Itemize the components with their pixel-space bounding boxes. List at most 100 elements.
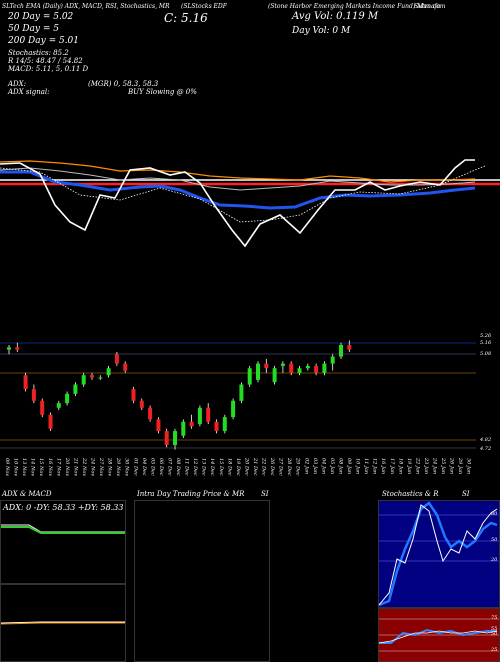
- date-tick-label: 20 Dec: [243, 457, 249, 476]
- price-tick-3: 5.08: [480, 351, 492, 357]
- stoch-tick-20: 20: [491, 557, 498, 563]
- candle-body: [339, 344, 343, 357]
- date-tick-label: 19 Jan: [406, 458, 412, 474]
- candle-body: [7, 347, 11, 350]
- ema-50-line: [0, 167, 476, 191]
- rsi-tick-50: 50: [491, 631, 498, 637]
- date-tick-label: 26 Dec: [269, 457, 275, 476]
- stoch-d-line: [379, 504, 498, 606]
- candle-body: [189, 421, 194, 427]
- candle-body: [90, 375, 94, 378]
- date-tick-label: 01 Dec: [132, 458, 138, 476]
- candle-body: [330, 356, 335, 364]
- macd-label: MACD: 5.11, 5, 0.11 D: [8, 65, 89, 73]
- date-axis: 09 Nov 10 Nov 13 Nov 14 Nov 15 Nov 16 Nov 17 N…: [4, 457, 472, 476]
- date-tick-label: 17 Nov: [55, 458, 61, 476]
- macd-signal-line: [1, 622, 125, 625]
- date-tick-label: 30 Jan: [466, 458, 472, 474]
- rsi-panel: 75 50 25 55: [378, 608, 500, 662]
- ema200-label: 200 Day = 5.01: [8, 36, 80, 46]
- day-vol-label: Day Vol: 0 M: [292, 26, 351, 36]
- date-tick-label: 12 Jan: [372, 458, 378, 474]
- date-tick-label: 14 Nov: [30, 458, 36, 476]
- date-tick-label: 22 Nov: [81, 457, 87, 476]
- date-tick-label: 19 Dec: [235, 458, 241, 476]
- avg-vol-label: Avg Vol: 0.119 M: [292, 11, 379, 22]
- price-area: [0, 340, 476, 450]
- header-site: Sutra.com: [414, 3, 446, 10]
- adx-plus-line: [1, 526, 125, 534]
- stoch-k-line: [379, 501, 498, 607]
- candle-body: [173, 431, 177, 446]
- date-tick-label: 27 Nov: [98, 457, 104, 476]
- date-tick-label: 22 Jan: [414, 457, 420, 474]
- candle-body: [56, 403, 61, 408]
- date-tick-label: 28 Nov: [107, 457, 113, 476]
- price-line-white: [0, 159, 475, 248]
- date-tick-label: 23 Jan: [423, 457, 429, 474]
- date-tick-label: 15 Dec: [218, 458, 224, 476]
- candle-body: [264, 363, 269, 369]
- header-line1-left: SLTech EMA (Daily) ADX, MACD, R: [2, 3, 111, 10]
- ema-200-line: [0, 160, 476, 183]
- date-tick-label: 02 Jan: [303, 458, 309, 474]
- candle-body: [322, 363, 327, 373]
- buy-signal-label: BUY Slowing @ 0%: [128, 88, 197, 96]
- price-tick-5: 4.72: [480, 446, 492, 452]
- date-tick-label: 13 Nov: [21, 458, 27, 476]
- date-tick-label: 25 Jan: [440, 457, 446, 474]
- stoch-label: Stochastics: 85.2: [8, 49, 69, 57]
- candle-body: [81, 375, 86, 385]
- date-tick-label: 16 Jan: [380, 458, 386, 474]
- date-tick-label: 24 Jan: [432, 457, 438, 474]
- candle-body: [40, 400, 45, 415]
- ema50-label: 50 Day = 5: [8, 24, 59, 34]
- date-tick-label: 08 Jan: [337, 458, 343, 474]
- candle-body: [222, 417, 227, 432]
- price-tick-4: 4.82: [480, 437, 492, 443]
- ema-overlay-area: [0, 159, 500, 248]
- close-price-label: C: 5.16: [164, 11, 208, 25]
- adx-panel-title: ADX & MACD: [2, 490, 52, 498]
- candle-body: [297, 368, 302, 373]
- date-tick-label: 08 Dec: [175, 458, 181, 476]
- intraday-panel-title: Intra Day Trading Price & MR: [137, 490, 245, 498]
- date-tick-label: 18 Jan: [397, 458, 403, 474]
- stoch-si-label: SI: [462, 490, 470, 498]
- candle-body: [23, 375, 28, 390]
- candle-body: [256, 363, 260, 380]
- date-tick-label: 05 Jan: [329, 458, 335, 474]
- candle-body: [114, 354, 119, 364]
- rsi-current-value: 55: [491, 626, 498, 632]
- candle-body: [123, 363, 128, 371]
- date-tick-label: 21 Dec: [252, 457, 258, 476]
- date-tick-label: 24 Nov: [90, 457, 96, 476]
- date-tick-label: 29 Nov: [115, 457, 121, 476]
- intraday-panel: [134, 500, 270, 662]
- rsi-tick-75: 75: [491, 615, 498, 621]
- stoch-tick-50: 50: [491, 537, 498, 543]
- date-tick-label: 04 Jan: [320, 458, 326, 474]
- date-tick-label: 06 Dec: [158, 458, 164, 476]
- date-tick-label: 27 Dec: [278, 457, 284, 476]
- candle-body: [305, 365, 310, 369]
- header-line1-right: (Stone Harbor Emerging Markets Income Fu…: [268, 3, 441, 10]
- candle-body: [98, 377, 103, 379]
- candle-body: [206, 407, 211, 422]
- candle-body: [139, 400, 144, 408]
- date-tick-label: 21 Nov: [72, 457, 78, 476]
- date-tick-label: 09 Nov: [4, 458, 10, 476]
- date-tick-label: 15 Nov: [38, 458, 44, 476]
- date-tick-label: 30 Nov: [124, 458, 130, 476]
- date-tick-label: 17 Jan: [389, 458, 395, 474]
- rsi-line: [379, 628, 497, 644]
- adx-values: (MGR) 0, 58.3, 58.3: [88, 80, 159, 88]
- intraday-si-label: SI: [261, 490, 269, 498]
- date-tick-label: 26 Jan: [449, 457, 455, 474]
- date-tick-label: 10 Nov: [13, 458, 19, 476]
- stoch-panel: 80 50 20: [378, 500, 500, 608]
- candle-body: [73, 384, 78, 394]
- date-tick-label: 18 Dec: [226, 458, 232, 476]
- candle-body: [15, 347, 20, 350]
- date-tick-label: 13 Dec: [201, 458, 207, 476]
